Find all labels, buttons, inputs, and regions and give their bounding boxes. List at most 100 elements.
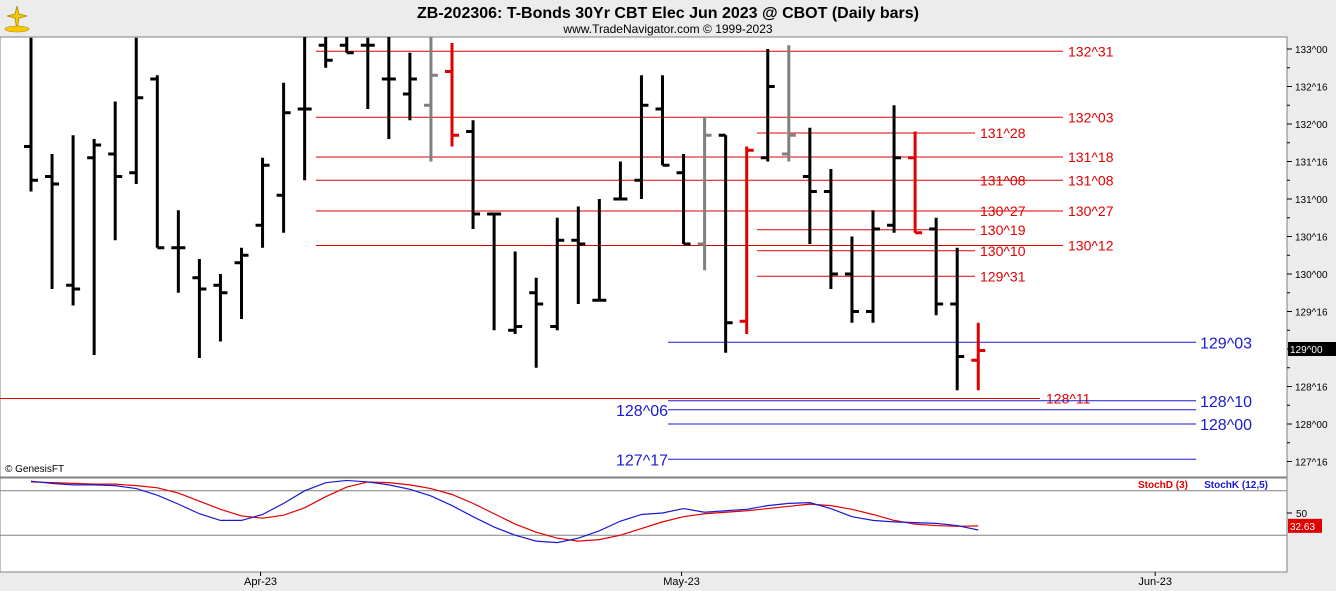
ohlc-bar [487,212,502,331]
ohlc-bar [676,154,691,246]
ohlc-bar [634,75,649,199]
level-label-129-03: 129^03 [1200,335,1252,352]
ohlc-bar [844,236,859,323]
ohlc-bar [255,157,270,248]
chart-title: ZB-202306: T-Bonds 30Yr CBT Elec Jun 202… [417,5,919,22]
ohlc-bar [550,217,565,331]
ohlc-bar [192,259,207,358]
ohlc-bar [360,37,375,109]
ohlc-bar [760,49,775,162]
x-tick-label: May-23 [663,576,700,588]
level-label-128-00: 128^00 [1200,417,1252,434]
ohlc-bar [171,210,186,293]
level-label-132-03: 132^03 [1068,109,1114,125]
ohlc-bar [971,322,986,391]
ohlc-bar [529,277,544,368]
last-price-marker: 129^00 [1288,342,1336,356]
stochd-line [30,481,979,542]
y-tick-label: 131^00 [1295,195,1328,206]
ohlc-bar [739,146,754,334]
price-bars [24,37,986,391]
level-label-130-19: 130^19 [980,222,1026,238]
copyright-label: © GenesisFT [5,464,64,475]
ohlc-bar [950,247,965,391]
y-tick-label: 131^16 [1295,158,1328,169]
ohlc-bar [339,37,354,55]
last-price-box [1288,342,1336,356]
y-tick-label: 128^00 [1295,420,1328,431]
level-label-129-31: 129^31 [980,268,1026,284]
ohlc-bar [45,154,60,289]
y-tick-label: 130^16 [1295,233,1328,244]
ohlc-bar [297,37,312,181]
ohlc-bar [592,199,607,302]
ohlc-bar [24,37,38,192]
ohlc-bar [929,217,944,316]
y-tick-label: 132^16 [1295,83,1328,94]
y-tick-label: 128^16 [1295,383,1328,394]
y-tick-label: 133^00 [1295,45,1328,56]
ohlc-bar [150,75,165,250]
last-price-label: 129^00 [1290,345,1323,356]
ohlc-bar [655,75,670,167]
ohlc-bar [66,135,81,306]
level-label-130-12: 130^12 [1068,238,1114,254]
ohlc-bar [381,37,396,139]
ohlc-bar [213,274,228,342]
ohlc-bar [129,37,144,184]
level-label-128-10: 128^10 [1200,394,1252,411]
stochk-line [30,479,979,544]
ohlc-bar [571,206,586,304]
price-panel [0,36,1288,478]
ohlc-bar [234,247,249,319]
trade-navigator-logo-icon [4,4,30,33]
legend-stochd: StochD (3) [1138,480,1188,491]
level-label-128-11: 128^11 [1046,391,1091,407]
ohlc-bar [823,169,838,289]
level-label-131-18: 131^18 [1068,149,1114,165]
level-label-132-31: 132^31 [1068,43,1114,59]
price-axis-strip [1288,37,1336,477]
ohlc-bar [718,133,733,353]
oscillator-panel [0,477,1288,573]
level-label-130-10: 130^10 [980,243,1026,259]
ohlc-bar [613,161,628,201]
y-tick-label: 132^00 [1295,120,1328,131]
ohlc-bar [466,120,481,229]
y-tick-label: 127^16 [1295,458,1328,469]
ohlc-bar [87,139,102,355]
x-tick-label: Jun-23 [1138,576,1172,588]
stochd-last-box [1288,518,1322,533]
chart-subtitle: www.TradeNavigator.com © 1999-2023 [562,22,772,36]
x-tick-label: Apr-23 [244,576,277,588]
ohlc-bar [423,37,438,162]
stochd-last-label: 32.63 [1290,522,1315,533]
time-axis: Apr-23 May-23 Jun-23 [244,572,1172,588]
level-label-131-28: 131^28 [980,125,1026,141]
ohlc-bar [802,127,817,244]
stochastic-oscillator: 50 32.63 [0,479,1322,544]
ohlc-bar [318,37,333,68]
legend-stochk: StochK (12,5) [1204,480,1268,491]
ohlc-bar [908,131,923,235]
ohlc-bar [781,45,796,162]
ohlc-bar [445,43,459,147]
ohlc-bar [508,251,523,334]
ohlc-bar [402,52,417,121]
ohlc-bar [887,105,902,233]
level-label-128-06: 128^06 [616,403,668,420]
level-label-130-27: 130^27 [1068,203,1114,219]
ohlc-bar [276,82,291,233]
osc-tick-label: 50 [1296,509,1308,520]
ohlc-bar [697,116,712,271]
ohlc-bar [108,101,123,241]
level-label-127-17: 127^17 [616,452,668,469]
y-tick-label: 129^16 [1295,308,1328,319]
time-axis-strip [0,573,1336,591]
ohlc-bar [866,210,880,323]
level-label-131-08: 131^08 [1068,172,1114,188]
y-tick-label: 130^00 [1295,270,1328,281]
price-axis: 133^00 132^16 132^00 131^16 131^00 130^16 130^… [1287,45,1328,469]
